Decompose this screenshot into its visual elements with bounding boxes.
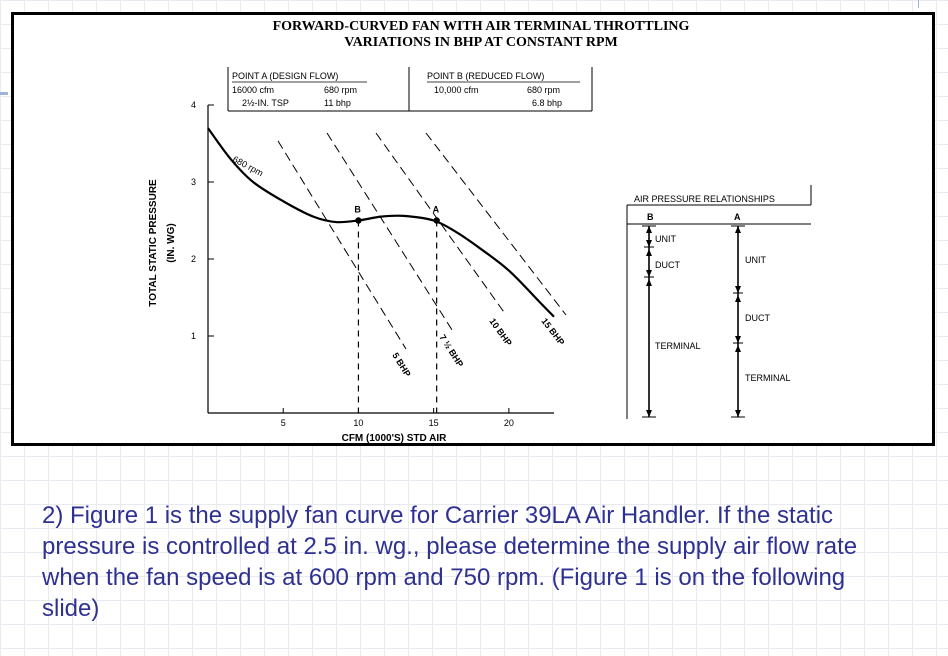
fan-curve-figure: FORWARD-CURVED FAN WITH AIR TERMINAL THR…: [148, 19, 812, 443]
point-a-rpm: 680 rpm: [324, 85, 357, 95]
point-b-flow: 10,000 cfm: [434, 85, 479, 95]
air-pressure-relationships: AIR PRESSURE RELATIONSHIPS B A UNIT DUCT…: [626, 185, 812, 419]
point-a-flow: 16000 cfm: [232, 85, 274, 95]
figure-frame: FORWARD-CURVED FAN WITH AIR TERMINAL THR…: [11, 12, 935, 446]
point-b-bhp: 6.8 bhp: [532, 98, 562, 108]
figure-title-line2: VARIATIONS IN BHP AT CONSTANT RPM: [344, 35, 617, 50]
x-tick-label: 20: [504, 418, 514, 428]
point-a-tsp: 2½-IN. TSP: [242, 98, 289, 108]
apr-col-a: A: [734, 212, 741, 222]
slide-accent-bar: [0, 92, 8, 95]
x-tick-label: 5: [281, 418, 286, 428]
apr-a-duct: DUCT: [745, 313, 770, 323]
y-tick-label: 2: [191, 254, 196, 264]
question-text: 2) Figure 1 is the supply fan curve for …: [42, 502, 858, 622]
point-a-bhp: 11 bhp: [324, 98, 351, 108]
y-tick-label: 1: [191, 331, 196, 341]
bhp-line: [375, 132, 507, 316]
apr-b-unit: UNIT: [655, 234, 676, 244]
operating-point-marker: [355, 217, 362, 224]
y-tick-label: 3: [191, 177, 196, 187]
x-axis-label: CFM (1000'S) STD AIR: [342, 433, 448, 443]
bhp-line-label: 5 BHP: [390, 351, 412, 379]
point-a-box: POINT A (DESIGN FLOW) 16000 cfm 680 rpm …: [227, 67, 410, 112]
apr-a-terminal: TERMINAL: [745, 373, 791, 383]
point-b-rpm: 680 rpm: [527, 85, 560, 95]
operating-point-marker: [433, 217, 440, 224]
apr-a-unit: UNIT: [745, 255, 766, 265]
bhp-line: [425, 132, 567, 316]
x-tick-label: 15: [429, 418, 439, 428]
bhp-line-label: 10 BHP: [487, 316, 513, 347]
apr-col-b: B: [647, 212, 654, 222]
bhp-lines: 5 BHP 7 ½ BHP 10 BHP 15 BHP: [277, 132, 567, 379]
operating-point-label: A: [433, 205, 440, 215]
point-a-title: POINT A (DESIGN FLOW): [232, 71, 338, 81]
bhp-line: [326, 132, 455, 334]
bhp-line-label: 15 BHP: [539, 316, 566, 347]
point-b-title: POINT B (REDUCED FLOW): [427, 71, 544, 81]
apr-title: AIR PRESSURE RELATIONSHIPS: [634, 194, 775, 204]
apr-b-terminal: TERMINAL: [655, 341, 701, 351]
operating-point-label: B: [354, 205, 361, 215]
bhp-line-label: 7 ½ BHP: [437, 333, 465, 369]
x-tick-label: 10: [353, 418, 363, 428]
point-b-box: POINT B (REDUCED FLOW) 10,000 cfm 680 rp…: [409, 67, 593, 112]
fan-curve-680rpm: [207, 127, 555, 318]
y-tick-label: 4: [191, 100, 196, 110]
bhp-line: [277, 140, 407, 350]
y-axis-unit: (IN. WG): [166, 223, 177, 262]
y-axis-label: TOTAL STATIC PRESSURE: [148, 179, 159, 307]
figure-title-line1: FORWARD-CURVED FAN WITH AIR TERMINAL THR…: [273, 19, 690, 34]
apr-b-duct: DUCT: [655, 260, 680, 270]
slide-accent-tick: [918, 0, 919, 8]
